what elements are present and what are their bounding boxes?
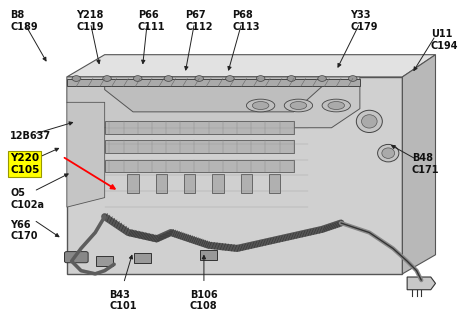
Polygon shape <box>407 277 436 290</box>
FancyBboxPatch shape <box>105 140 294 153</box>
Bar <box>96 256 113 266</box>
Circle shape <box>134 76 142 81</box>
Polygon shape <box>67 102 105 207</box>
Text: B106
C108: B106 C108 <box>190 290 218 311</box>
Circle shape <box>72 76 81 81</box>
Text: P67
C112: P67 C112 <box>185 10 212 32</box>
Bar <box>134 253 151 263</box>
FancyBboxPatch shape <box>67 77 402 274</box>
Bar <box>241 174 252 193</box>
Text: 12B637: 12B637 <box>10 131 51 141</box>
Bar <box>128 174 139 193</box>
Text: O5
C102a: O5 C102a <box>10 188 44 210</box>
Circle shape <box>164 76 173 81</box>
Circle shape <box>287 76 296 81</box>
Ellipse shape <box>362 115 377 128</box>
Bar <box>184 174 195 193</box>
Bar <box>200 250 217 260</box>
Polygon shape <box>402 55 436 274</box>
Circle shape <box>348 76 357 81</box>
Ellipse shape <box>382 148 395 159</box>
Circle shape <box>195 76 203 81</box>
Circle shape <box>318 76 326 81</box>
Text: B43
C101: B43 C101 <box>109 290 137 311</box>
Bar <box>156 174 167 193</box>
FancyBboxPatch shape <box>67 78 360 86</box>
Text: P68
C113: P68 C113 <box>232 10 260 32</box>
FancyBboxPatch shape <box>105 160 294 172</box>
Circle shape <box>103 76 111 81</box>
Text: Y218
C119: Y218 C119 <box>76 10 104 32</box>
Polygon shape <box>67 55 436 77</box>
Ellipse shape <box>246 99 275 112</box>
Polygon shape <box>67 77 360 128</box>
Ellipse shape <box>378 145 399 162</box>
Ellipse shape <box>328 101 345 109</box>
Ellipse shape <box>284 99 313 112</box>
Bar <box>269 174 281 193</box>
Text: Y66
C170: Y66 C170 <box>10 220 37 241</box>
Circle shape <box>256 76 265 81</box>
FancyBboxPatch shape <box>64 252 88 263</box>
Text: Y220
C105: Y220 C105 <box>10 153 39 175</box>
Text: P66
C111: P66 C111 <box>138 10 165 32</box>
Ellipse shape <box>290 101 307 109</box>
Ellipse shape <box>356 110 383 132</box>
Text: Y33
C179: Y33 C179 <box>350 10 378 32</box>
Polygon shape <box>105 77 322 112</box>
Circle shape <box>226 76 234 81</box>
Bar <box>212 174 224 193</box>
Text: B8
C189: B8 C189 <box>10 10 38 32</box>
Ellipse shape <box>252 101 269 109</box>
Text: B48
C171: B48 C171 <box>412 153 439 175</box>
Text: U11
C194: U11 C194 <box>431 29 458 51</box>
Ellipse shape <box>322 99 350 112</box>
FancyBboxPatch shape <box>105 122 294 134</box>
